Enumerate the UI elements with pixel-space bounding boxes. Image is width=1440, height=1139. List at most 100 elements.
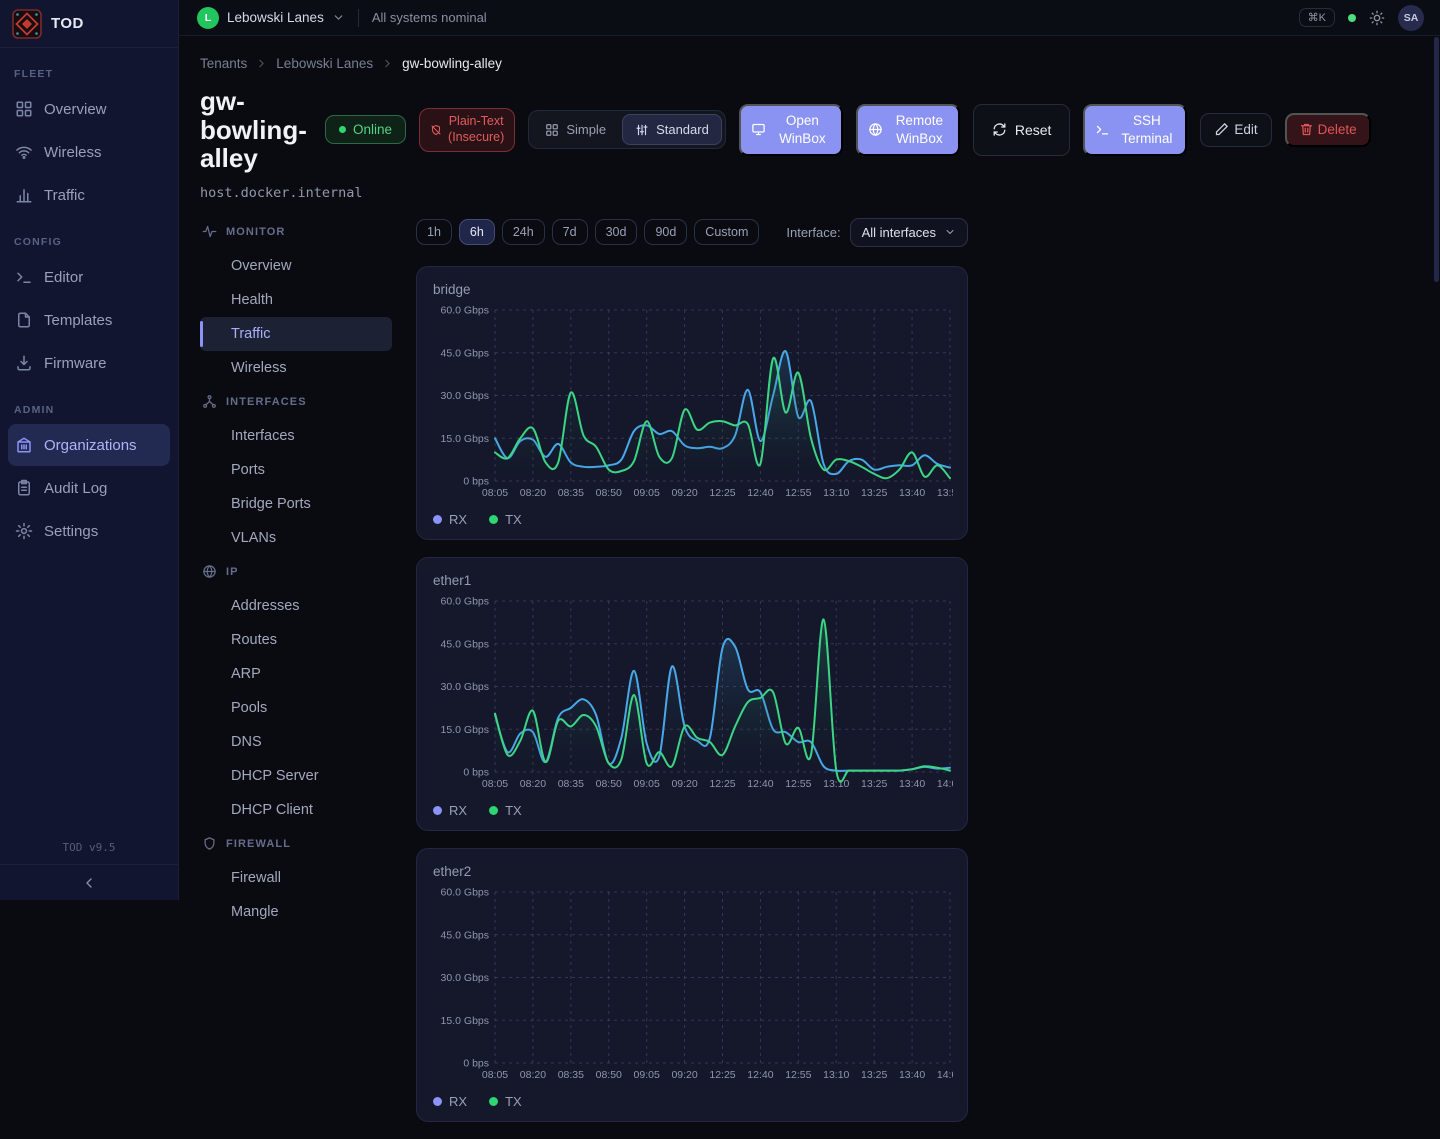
globe-icon [868, 122, 883, 137]
building-icon [15, 436, 33, 454]
svg-text:0 bps: 0 bps [463, 475, 489, 487]
sidebar-item-overview[interactable]: Overview [8, 88, 170, 130]
ssh-terminal-button[interactable]: SSH Terminal [1083, 104, 1187, 156]
scrollbar-thumb[interactable] [1434, 37, 1439, 282]
pencil-icon [1214, 122, 1229, 137]
subnav-item-dns[interactable]: DNS [200, 725, 392, 759]
file-icon [15, 311, 33, 329]
view-mode-standard[interactable]: Standard [622, 114, 722, 145]
sidebar-item-audit-log[interactable]: Audit Log [8, 467, 170, 509]
breadcrumb-tenant[interactable]: Lebowski Lanes [276, 56, 373, 71]
command-palette-shortcut[interactable]: ⌘K [1299, 8, 1335, 27]
sidebar-item-editor[interactable]: Editor [8, 256, 170, 298]
svg-text:13:10: 13:10 [823, 1069, 849, 1081]
time-range-1h[interactable]: 1h [416, 219, 452, 245]
main-area: L Lebowski Lanes All systems nominal ⌘K … [179, 0, 1440, 900]
subnav-item-ports[interactable]: Ports [200, 453, 392, 487]
legend-item-tx[interactable]: TX [489, 1094, 522, 1109]
subnav-item-dhcp-server[interactable]: DHCP Server [200, 759, 392, 793]
sidebar-item-settings[interactable]: Settings [8, 510, 170, 552]
subnav-item-arp[interactable]: ARP [200, 657, 392, 691]
svg-text:13:25: 13:25 [861, 487, 887, 499]
subnav-item-addresses[interactable]: Addresses [200, 589, 392, 623]
time-range-90d[interactable]: 90d [644, 219, 687, 245]
subnav-item-health[interactable]: Health [200, 283, 392, 317]
chart-legend: RX TX [433, 1094, 951, 1109]
terminal-icon [1095, 122, 1110, 137]
svg-text:08:50: 08:50 [596, 1069, 622, 1081]
time-range-7d[interactable]: 7d [552, 219, 588, 245]
legend-item-rx[interactable]: RX [433, 512, 467, 527]
time-range-6h[interactable]: 6h [459, 219, 495, 245]
svg-text:15.0 Gbps: 15.0 Gbps [441, 724, 489, 736]
system-status-text: All systems nominal [372, 10, 487, 25]
sidebar-collapse-button[interactable] [0, 864, 178, 900]
subnav-item-routes[interactable]: Routes [200, 623, 392, 657]
subnav-item-firewall[interactable]: Firewall [200, 861, 392, 895]
svg-text:12:55: 12:55 [785, 778, 811, 790]
device-host: host.docker.internal [200, 185, 1419, 201]
subnav-item-wireless[interactable]: Wireless [200, 351, 392, 385]
svg-text:13:40: 13:40 [899, 778, 925, 790]
subnav-section-ip: IP [200, 555, 392, 589]
svg-text:13:40: 13:40 [899, 487, 925, 499]
online-status-badge: Online [325, 115, 406, 144]
globe-icon [202, 564, 217, 579]
legend-item-rx[interactable]: RX [433, 803, 467, 818]
svg-text:60.0 Gbps: 60.0 Gbps [441, 887, 489, 899]
sidebar-item-firmware[interactable]: Firmware [8, 342, 170, 384]
time-range-24h[interactable]: 24h [502, 219, 545, 245]
view-mode-simple[interactable]: Simple [532, 114, 619, 145]
chevron-down-icon [332, 11, 345, 24]
sidebar-item-templates[interactable]: Templates [8, 299, 170, 341]
open-winbox-button[interactable]: Open WinBox [739, 104, 843, 156]
subnav-item-overview[interactable]: Overview [200, 249, 392, 283]
breadcrumb-device: gw-bowling-alley [402, 56, 502, 71]
svg-text:0 bps: 0 bps [463, 1057, 489, 1069]
refresh-icon [992, 122, 1007, 137]
topbar-divider [358, 9, 359, 27]
interface-label: Interface: [786, 225, 840, 240]
reset-button[interactable]: Reset [973, 104, 1071, 156]
sidebar-section-label: CONFIG [0, 236, 178, 248]
remote-winbox-button[interactable]: Remote WinBox [856, 104, 960, 156]
breadcrumb-tenants[interactable]: Tenants [200, 56, 247, 71]
trash-icon [1299, 122, 1314, 137]
insecure-badge: Plain-Text(Insecure) [419, 108, 515, 151]
wifi-icon [15, 143, 33, 161]
svg-text:12:40: 12:40 [747, 487, 773, 499]
sidebar-item-wireless[interactable]: Wireless [8, 131, 170, 173]
interface-select[interactable]: All interfaces [850, 218, 968, 247]
legend-item-tx[interactable]: TX [489, 803, 522, 818]
legend-item-rx[interactable]: RX [433, 1094, 467, 1109]
sidebar-item-traffic[interactable]: Traffic [8, 174, 170, 216]
svg-text:09:05: 09:05 [634, 778, 660, 790]
subnav-item-vlans[interactable]: VLANs [200, 521, 392, 555]
time-range-30d[interactable]: 30d [595, 219, 638, 245]
sidebar-item-organizations[interactable]: Organizations [8, 424, 170, 466]
delete-button[interactable]: Delete [1285, 113, 1371, 147]
edit-button[interactable]: Edit [1200, 113, 1271, 147]
chevron-right-icon [381, 57, 394, 70]
gear-icon [15, 522, 33, 540]
tenant-name: Lebowski Lanes [227, 10, 324, 25]
user-avatar[interactable]: SA [1398, 5, 1424, 31]
time-range-custom[interactable]: Custom [694, 219, 759, 245]
svg-text:60.0 Gbps: 60.0 Gbps [441, 305, 489, 317]
svg-text:12:55: 12:55 [785, 487, 811, 499]
svg-text:09:20: 09:20 [671, 778, 697, 790]
subnav-item-traffic[interactable]: Traffic [200, 317, 392, 351]
svg-text:08:35: 08:35 [558, 778, 584, 790]
theme-toggle-sun-icon[interactable] [1369, 10, 1385, 26]
subnav-item-interfaces[interactable]: Interfaces [200, 419, 392, 453]
tenant-switcher[interactable]: L Lebowski Lanes [197, 7, 345, 29]
clipboard-icon [15, 479, 33, 497]
legend-item-tx[interactable]: TX [489, 512, 522, 527]
subnav-item-bridge-ports[interactable]: Bridge Ports [200, 487, 392, 521]
subnav-item-dhcp-client[interactable]: DHCP Client [200, 793, 392, 827]
subnav-item-pools[interactable]: Pools [200, 691, 392, 725]
